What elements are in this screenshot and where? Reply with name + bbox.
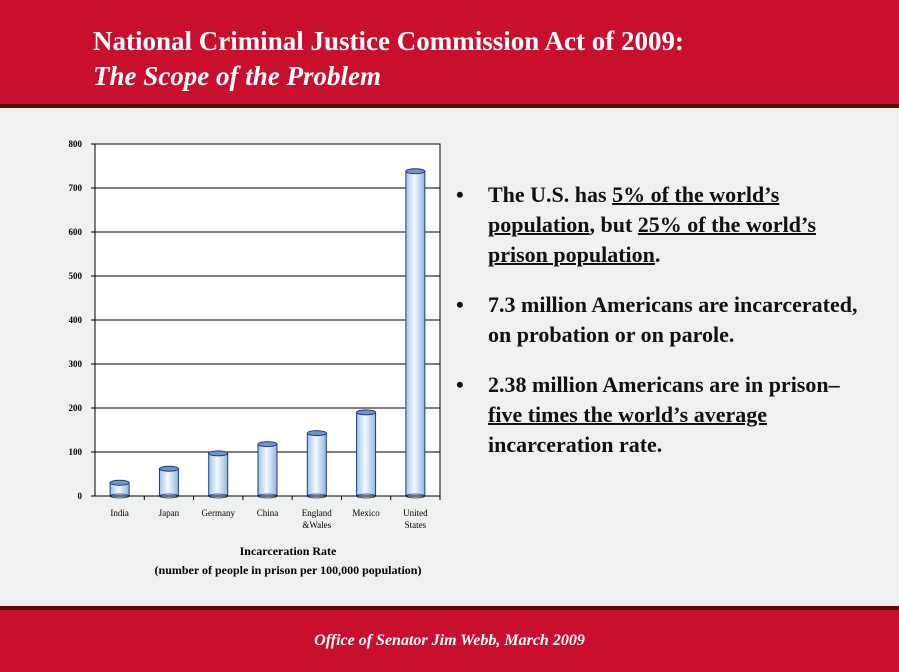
slide-title: National Criminal Justice Commission Act…	[93, 26, 684, 56]
bar	[257, 441, 278, 499]
header-banner: National Criminal Justice Commission Act…	[0, 0, 899, 104]
x-tick-label: States	[405, 520, 427, 530]
footer-banner: Office of Senator Jim Webb, March 2009	[0, 610, 899, 672]
bar	[208, 450, 229, 499]
bar	[356, 409, 377, 499]
y-tick-label: 500	[69, 271, 83, 281]
x-tick-label: Germany	[201, 508, 235, 518]
x-axis-label: Incarceration Rate	[240, 544, 337, 558]
incarceration-bar-chart: 0 100 200 300 400 500 600 700 800 India Japan Germ…	[69, 139, 441, 577]
y-tick-label: 300	[69, 359, 83, 369]
bullet-item-prison-population: • 2.38 million Americans are in prison– f…	[456, 372, 840, 457]
bars	[109, 168, 426, 499]
bullet-list: • The U.S. has 5% of the world’s populati…	[456, 180, 876, 480]
header-divider	[0, 104, 899, 108]
y-tick-label: 800	[69, 139, 83, 149]
bar	[306, 430, 327, 499]
x-tick-label: Mexico	[352, 508, 380, 518]
y-tick-label: 600	[69, 227, 83, 237]
bullet-icon: •	[456, 292, 464, 317]
footer-divider	[0, 606, 899, 610]
bullet-item-supervision: • 7.3 million Americans are incarcerated,…	[456, 292, 858, 347]
bullet-icon: •	[456, 182, 464, 207]
x-tick-label: Japan	[159, 508, 180, 518]
bullet-item-share: • The U.S. has 5% of the world’s populati…	[456, 182, 817, 267]
bar	[405, 168, 426, 499]
y-tick-labels: 0 100 200 300 400 500 600 700 800	[69, 139, 83, 501]
bar	[109, 479, 130, 499]
y-tick-label: 200	[69, 403, 83, 413]
x-tick-label: United	[403, 508, 428, 518]
slide-subtitle: The Scope of the Problem	[93, 61, 381, 91]
x-tick-label: China	[257, 508, 279, 518]
x-tick-labels: India Japan Germany China England&Wales Mexic…	[91, 495, 441, 530]
x-tick-label: &Wales	[302, 520, 331, 530]
x-tick-label: India	[110, 508, 129, 518]
x-axis-sublabel: (number of people in prison per 100,000 …	[155, 563, 422, 577]
y-tick-label: 100	[69, 447, 83, 457]
x-tick-label: England	[302, 508, 332, 518]
y-tick-label: 0	[78, 491, 83, 501]
bullet-icon: •	[456, 372, 464, 397]
bar	[158, 465, 179, 499]
y-tick-label: 400	[69, 315, 83, 325]
footer-credit: Office of Senator Jim Webb, March 2009	[314, 632, 585, 649]
y-tick-label: 700	[69, 183, 83, 193]
